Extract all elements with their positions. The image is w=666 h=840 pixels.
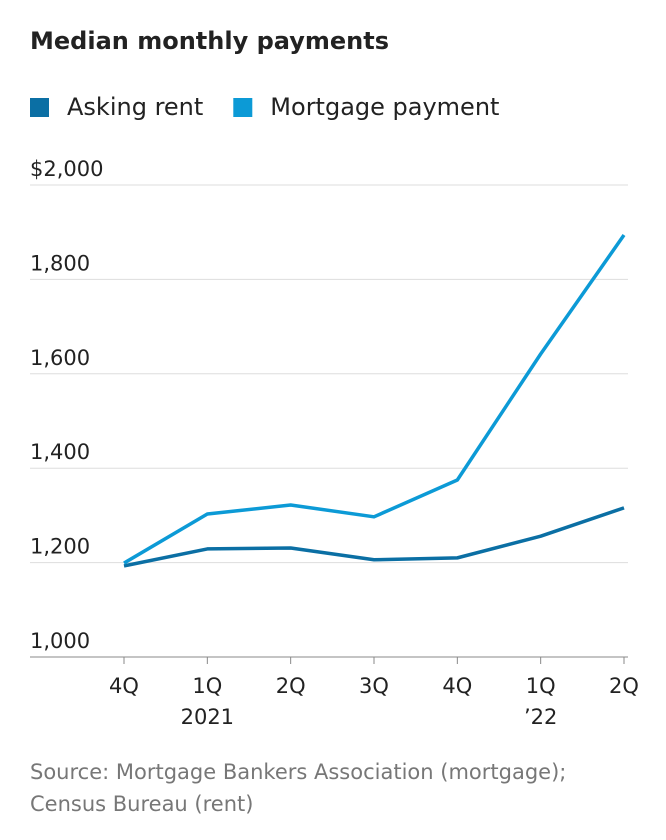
y-tick-label: 1,800 bbox=[30, 251, 90, 275]
source: Source: Mortgage Bankers Association (mo… bbox=[30, 760, 566, 784]
line bbox=[123, 506, 625, 568]
x-tick-label: 3Q bbox=[359, 674, 389, 698]
y-tick-label: 1,000 bbox=[30, 629, 90, 653]
y-tick-label: $2,000 bbox=[30, 157, 103, 181]
x-tick-label: 2Q bbox=[276, 674, 306, 698]
legend-label: Mortgage payment bbox=[270, 93, 499, 121]
x-tick-sublabel: ’22 bbox=[524, 705, 557, 729]
x-tick-sublabel: 2021 bbox=[181, 705, 234, 729]
y-tick-label: 1,400 bbox=[30, 440, 90, 464]
chart-title: Median monthly payments bbox=[30, 27, 389, 55]
legend-label: Asking rent bbox=[67, 93, 203, 121]
line bbox=[123, 234, 626, 565]
legend-swatch bbox=[233, 98, 253, 117]
x-tick-label: 1Q bbox=[192, 674, 222, 698]
x-tick-label: 2Q bbox=[609, 674, 639, 698]
legend-swatch bbox=[30, 98, 49, 117]
x-tick-label: 4Q bbox=[109, 674, 139, 698]
y-tick-label: 1,200 bbox=[30, 535, 90, 559]
x-tick-label: 4Q bbox=[442, 674, 472, 698]
x-tick-label: 1Q bbox=[526, 674, 556, 698]
source: Census Bureau (rent) bbox=[30, 792, 253, 816]
y-tick-label: 1,600 bbox=[30, 346, 90, 370]
